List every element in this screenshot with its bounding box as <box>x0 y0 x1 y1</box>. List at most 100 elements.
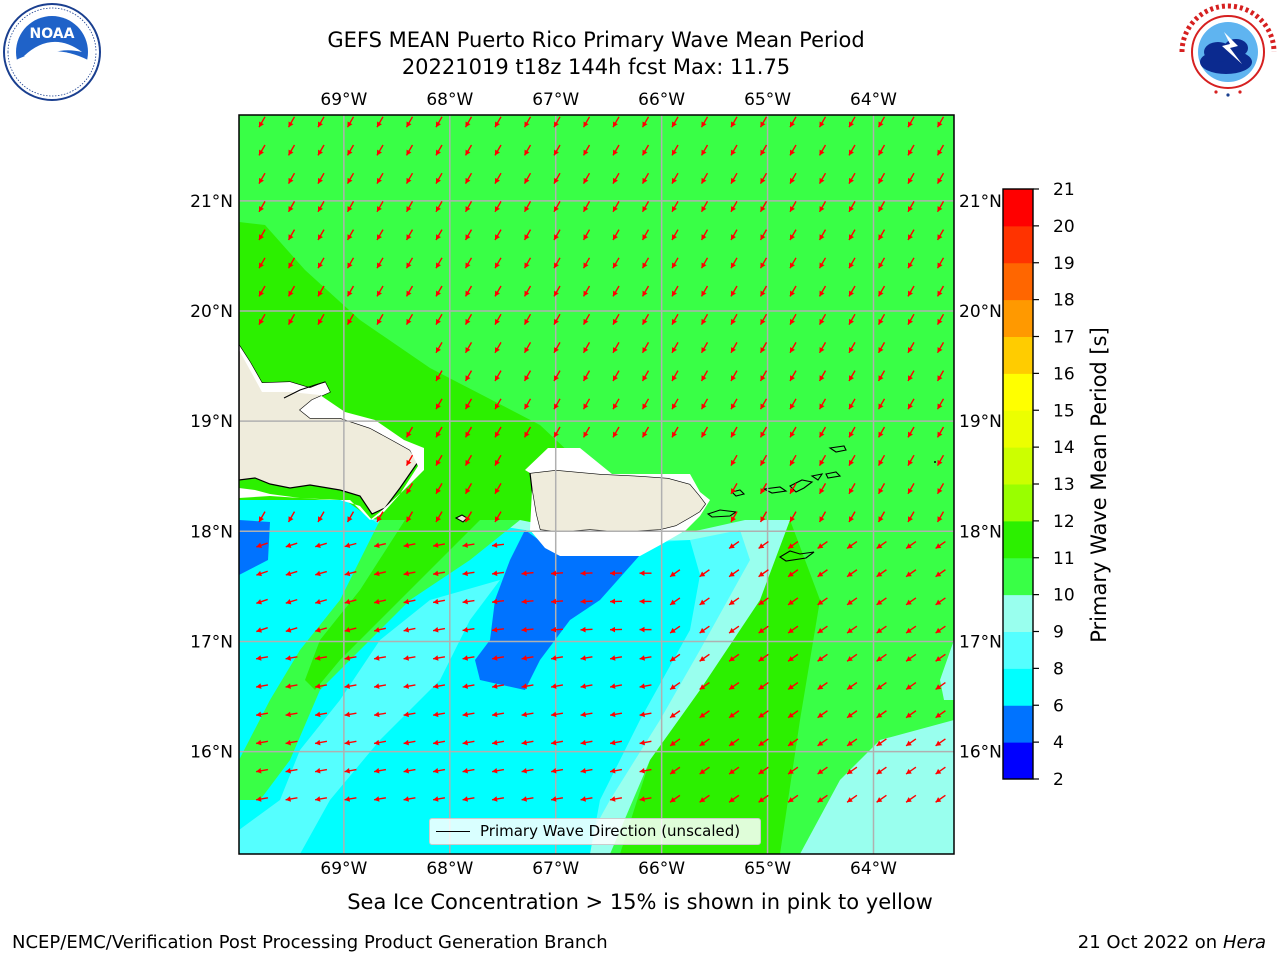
wave-arrow <box>905 540 917 550</box>
wave-arrow <box>523 313 532 325</box>
wave-arrow <box>405 483 414 495</box>
colorbar-tick-label: 14 <box>1053 438 1075 458</box>
lon-tick-label: 69°W <box>320 90 367 110</box>
wave-arrow <box>405 172 414 184</box>
wave-arrow <box>848 398 856 410</box>
wave-arrow <box>314 655 328 661</box>
wave-arrow <box>523 285 532 297</box>
wave-arrow <box>700 229 709 241</box>
wave-arrow <box>373 768 387 774</box>
wave-arrow <box>789 454 797 466</box>
wave-arrow <box>317 229 325 241</box>
wave-arrow <box>464 342 473 354</box>
wave-arrow <box>550 655 564 661</box>
wave-arrow <box>728 597 740 606</box>
wave-arrow <box>373 570 387 577</box>
wave-arrow <box>846 569 858 578</box>
wave-arrow <box>376 285 384 297</box>
wave-arrow <box>907 454 915 466</box>
wave-arrow <box>432 796 446 802</box>
wave-arrow <box>935 710 946 719</box>
wave-arrow <box>550 570 564 577</box>
wave-arrow <box>464 285 473 297</box>
wave-arrow <box>580 796 593 802</box>
wave-arrow <box>491 768 505 774</box>
colorbar-segment <box>1003 410 1033 448</box>
wave-arrow <box>876 710 887 719</box>
wave-arrow <box>936 285 945 297</box>
wave-arrow <box>818 116 827 128</box>
wave-arrow <box>936 229 945 241</box>
wave-arrow <box>641 342 650 354</box>
footer-host: Hera <box>1222 932 1266 953</box>
wave-arrow <box>936 511 945 523</box>
wave-arrow <box>403 768 416 774</box>
lat-tick-label: 16°N <box>959 743 1002 763</box>
wave-arrow <box>373 683 387 689</box>
wave-arrow <box>317 172 325 184</box>
colorbar-segment <box>1003 705 1033 743</box>
wave-arrow <box>612 257 620 269</box>
wave-arrow <box>846 653 858 662</box>
wave-arrow <box>671 398 679 410</box>
wave-arrow <box>848 370 856 382</box>
wave-arrow <box>877 229 886 241</box>
wave-arrow <box>877 370 886 382</box>
wave-arrow <box>758 738 769 747</box>
wave-arrow <box>671 229 679 241</box>
wave-arrow <box>523 257 532 269</box>
wave-arrow <box>580 626 593 633</box>
wave-arrow <box>464 426 473 438</box>
wave-arrow <box>699 597 710 606</box>
colorbar-tick-label: 18 <box>1053 291 1075 311</box>
wave-arrow <box>523 426 532 438</box>
wave-arrow <box>936 144 945 156</box>
wave-arrow <box>553 342 561 354</box>
colorbar-tick-label: 10 <box>1053 586 1075 606</box>
virgin-islands <box>762 445 847 494</box>
wave-arrow <box>580 768 593 774</box>
wave-arrow <box>817 569 828 578</box>
wave-arrow <box>639 598 652 605</box>
noaa-logo-icon: NOAA <box>3 3 101 101</box>
wave-arrow <box>285 711 298 718</box>
wave-arrow <box>671 172 679 184</box>
wave-arrow <box>876 540 887 550</box>
wave-arrow <box>641 201 650 213</box>
wave-arrow <box>405 285 414 297</box>
wave-arrow <box>550 768 564 774</box>
wave-arrow <box>435 257 443 269</box>
nodata-mask-puerto-rico <box>525 448 710 556</box>
wave-arrow <box>848 313 856 325</box>
wave-arrow <box>494 511 502 523</box>
wave-arrow <box>935 794 946 803</box>
wave-arrow <box>818 257 827 269</box>
wave-arrow <box>759 483 768 495</box>
wave-arrow <box>373 542 387 548</box>
wave-arrow <box>403 711 416 718</box>
colorbar-tick-label: 9 <box>1053 623 1064 643</box>
wave-arrow <box>876 597 887 606</box>
wave-arrow <box>848 201 856 213</box>
svg-text:NOAA: NOAA <box>30 26 75 42</box>
wave-arrow <box>491 655 505 661</box>
wave-arrow <box>671 313 679 325</box>
colorbar-tick-label: 8 <box>1053 659 1064 679</box>
wave-arrow <box>609 598 623 605</box>
wave-arrow <box>521 570 534 577</box>
wave-arrow <box>612 398 620 410</box>
wave-arrow <box>609 768 623 774</box>
wave-arrow <box>256 598 268 605</box>
wave-arrow <box>435 144 443 156</box>
wave-arrow <box>582 426 591 438</box>
wave-arrow <box>728 653 740 662</box>
colorbar-tick-label: 15 <box>1053 401 1075 421</box>
wave-arrow <box>405 454 414 466</box>
wave-arrow <box>346 229 355 241</box>
wave-arrow <box>317 144 325 156</box>
wave-arrow <box>935 681 946 691</box>
wave-arrow <box>848 257 856 269</box>
tick-labels: 69°W 69°W 68°W 68°W 67°W 67°W 66°W 66°W 65°W 65°W… <box>190 90 1002 879</box>
wave-arrow <box>550 739 564 746</box>
wave-arrow <box>789 342 797 354</box>
